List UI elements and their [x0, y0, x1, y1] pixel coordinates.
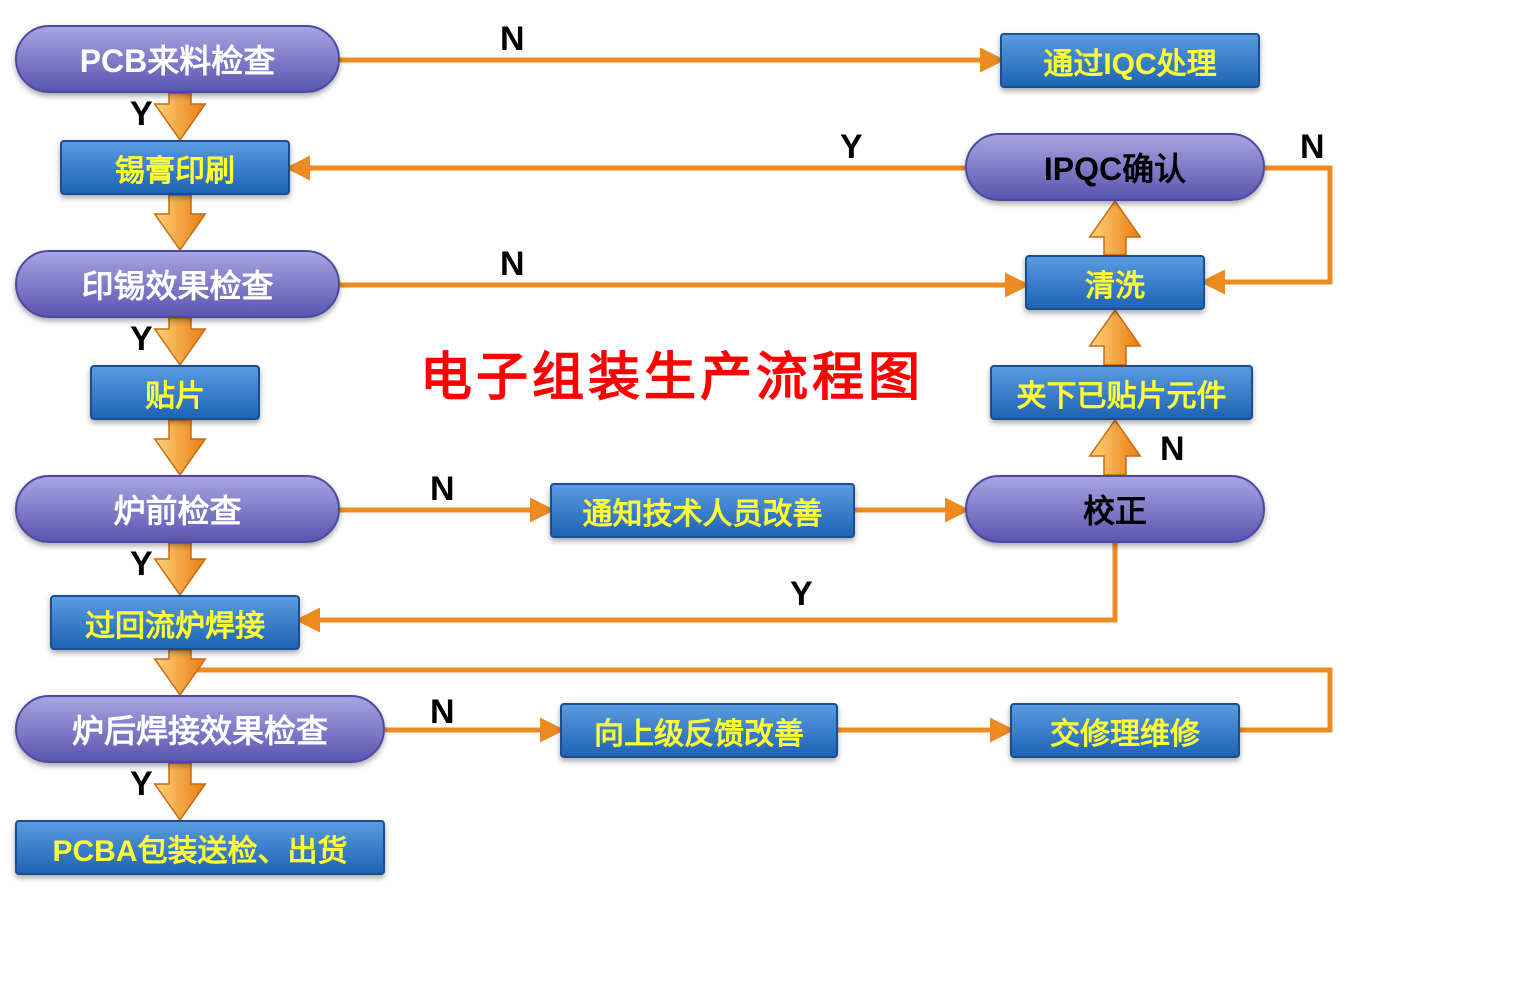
edge-label-l_preck_n: N: [430, 470, 455, 509]
node-n_cal: 校正: [965, 475, 1265, 543]
arrow-a_smt_preck: [155, 420, 206, 475]
node-n_printck: 印锡效果检查: [15, 250, 340, 318]
node-n_postck: 炉后焊接效果检查: [15, 695, 385, 763]
arrow-a_reflow_postck: [155, 650, 206, 695]
node-n_tech: 通知技术人员改善: [550, 483, 855, 538]
arrow-a_pcb_print: [155, 93, 206, 140]
edge-label-l_preck_y: Y: [130, 545, 153, 584]
node-n_feedback: 向上级反馈改善: [560, 703, 838, 758]
arrow-a_cal_remove: [1090, 420, 1141, 475]
node-n_clean: 清洗: [1025, 255, 1205, 310]
node-n_reflow: 过回流炉焊接: [50, 595, 300, 650]
edge-label-l_printck_y: Y: [130, 320, 153, 359]
arrow-a_clean_ipqc: [1090, 201, 1141, 255]
edge-label-l_postck_n: N: [430, 693, 455, 732]
node-n_smt: 贴片: [90, 365, 260, 420]
flowchart-stage: 电子组装生产流程图 PCB来料检查 通过IQC处理锡膏印刷 IPQC确认印锡效果检查 清…: [0, 0, 1523, 999]
edge-label-l_pcb_n: N: [500, 20, 525, 59]
arrow-a_preck_reflow: [155, 543, 206, 595]
edge-label-l_pcb_y: Y: [130, 95, 153, 134]
edge-label-l_printck_n: N: [500, 245, 525, 284]
node-n_pcb: PCB来料检查: [15, 25, 340, 93]
arrow-a_remove_clean: [1090, 310, 1141, 365]
node-n_ship: PCBA包装送检、出货: [15, 820, 385, 875]
edge-label-l_cal_n: N: [1160, 430, 1185, 469]
diagram-title: 电子组装生产流程图: [420, 335, 924, 410]
node-n_repair: 交修理维修: [1010, 703, 1240, 758]
node-n_iqc: 通过IQC处理: [1000, 33, 1260, 88]
edge-label-l_postck_y: Y: [130, 765, 153, 804]
arrow-a_postck_ship: [155, 763, 206, 820]
node-n_ipqc: IPQC确认: [965, 133, 1265, 201]
node-n_preck: 炉前检查: [15, 475, 340, 543]
edge-label-l_cal_y: Y: [790, 575, 813, 614]
edge-e_cal_reflow: [300, 543, 1115, 620]
edge-label-l_ipqc_y: Y: [840, 128, 863, 167]
node-n_remove: 夹下已贴片元件: [990, 365, 1253, 420]
arrow-a_printck_smt: [155, 318, 206, 365]
edge-label-l_ipqc_n: N: [1300, 128, 1325, 167]
arrow-a_print_printck: [155, 195, 206, 250]
node-n_print: 锡膏印刷: [60, 140, 290, 195]
